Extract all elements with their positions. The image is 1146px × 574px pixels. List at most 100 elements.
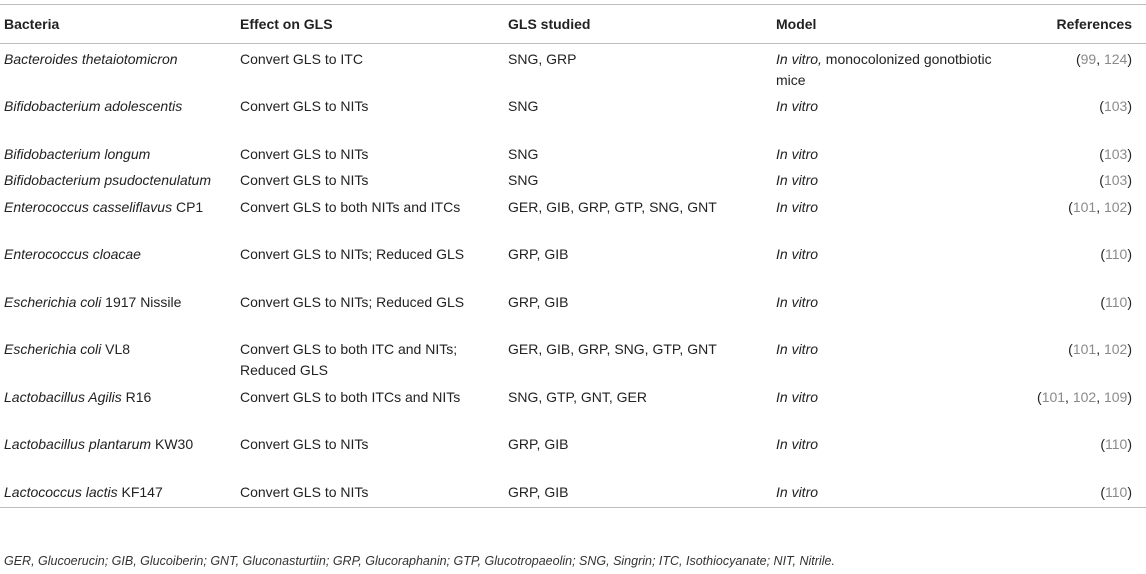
table-body: Bacteroides thetaiotomicron Convert GLS t… xyxy=(0,44,1146,508)
model-italic: In vitro xyxy=(776,483,819,500)
bacteria-name: Escherichia coli xyxy=(4,341,102,357)
model-italic: In vitro xyxy=(776,388,819,405)
model-plain: monocolonized gonotbiotic mice xyxy=(776,51,992,88)
table-row: Bacteroides thetaiotomicron Convert GLS t… xyxy=(0,44,1146,92)
bacteria-strain: KW30 xyxy=(151,436,194,452)
cell-references: (110) xyxy=(1100,246,1132,262)
cell-references: (110) xyxy=(1100,436,1132,452)
bacteria-name: Bifidobacterium psudoctenulatum xyxy=(4,172,212,188)
bacteria-name: Bifidobacterium longum xyxy=(4,145,151,162)
bacteria-strain: KF147 xyxy=(117,483,163,500)
cell-model: In vitro, monocolonized gonotbiotic mice xyxy=(772,44,1008,92)
cell-effect: Convert GLS to both ITCs and NITs xyxy=(240,388,461,405)
reference-link: 101 xyxy=(1072,341,1097,357)
bacteria-name: Lactobacillus Agilis xyxy=(4,388,122,405)
reference-link: 110 xyxy=(1105,293,1128,310)
reference-link: 99 xyxy=(1080,51,1097,67)
bacteria-name: Enterococcus casseliflavus xyxy=(4,198,173,215)
cell-effect: Convert GLS to NITs xyxy=(240,436,369,452)
model-italic: In vitro xyxy=(776,293,819,310)
cell-model: In vitro xyxy=(772,165,1008,192)
reference-link: 103 xyxy=(1103,98,1128,114)
header-bacteria: Bacteria xyxy=(0,4,236,44)
cell-effect: Convert GLS to both ITC and NITs; Reduce… xyxy=(240,341,458,378)
table-row: Enterococcus casseliflavus CP1 Convert GL… xyxy=(0,192,1146,240)
cell-references: (110) xyxy=(1100,293,1132,310)
model-italic: In vitro xyxy=(776,246,819,262)
cell-references: (101, 102, 109) xyxy=(1037,388,1132,405)
reference-link: 109 xyxy=(1103,388,1128,405)
reference-link: 102 xyxy=(1103,198,1128,215)
bacteria-name: Escherichia coli xyxy=(4,293,102,310)
cell-effect: Convert GLS to NITs; Reduced GLS xyxy=(240,246,465,262)
reference-link: 103 xyxy=(1103,145,1128,162)
cell-bacteria: Lactobacillus Agilis R16 xyxy=(0,382,236,430)
reference-link: 110 xyxy=(1105,436,1128,452)
cell-effect: Convert GLS to ITC xyxy=(240,51,363,67)
cell-bacteria: Lactobacillus plantarum KW30 xyxy=(0,429,236,477)
header-effect: Effect on GLS xyxy=(236,4,504,44)
cell-gls-studied: SNG xyxy=(508,98,539,114)
table-header: Bacteria Effect on GLS GLS studied Model… xyxy=(0,4,1146,44)
cell-references: (103) xyxy=(1099,98,1132,114)
cell-gls-studied: SNG xyxy=(508,172,539,188)
cell-gls-studied: GRP, GIB xyxy=(508,246,569,262)
cell-gls-studied: SNG, GRP xyxy=(508,51,577,67)
cell-gls-studied: GER, GIB, GRP, SNG, GTP, GNT xyxy=(508,341,717,357)
bacteria-name: Lactobacillus plantarum xyxy=(4,436,152,452)
table-row: Lactococcus lactis KF147 Convert GLS to N… xyxy=(0,476,1146,508)
cell-bacteria: Escherichia coli 1917 Nissile xyxy=(0,287,236,335)
cell-model: In vitro xyxy=(772,476,1008,508)
cell-bacteria: Enterococcus casseliflavus CP1 xyxy=(0,192,236,240)
table-row: Lactobacillus Agilis R16 Convert GLS to b… xyxy=(0,382,1146,430)
cell-effect: Convert GLS to NITs xyxy=(240,145,369,162)
reference-link: 102 xyxy=(1072,388,1097,405)
cell-effect: Convert GLS to NITs xyxy=(240,172,369,188)
bacteria-gls-table: Bacteria Effect on GLS GLS studied Model… xyxy=(0,4,1146,508)
cell-bacteria: Enterococcus cloacae xyxy=(0,239,236,287)
cell-effect: Convert GLS to both NITs and ITCs xyxy=(240,198,461,215)
cell-bacteria: Bifidobacterium longum xyxy=(0,139,236,166)
reference-link: 101 xyxy=(1041,388,1066,405)
reference-link: 101 xyxy=(1072,198,1097,215)
model-italic: In vitro xyxy=(776,98,819,114)
bacteria-strain: R16 xyxy=(121,388,152,405)
cell-references: (101, 102) xyxy=(1068,198,1132,215)
model-italic: In vitro, xyxy=(776,51,822,67)
cell-gls-studied: GRP, GIB xyxy=(508,436,569,452)
header-row: Bacteria Effect on GLS GLS studied Model… xyxy=(0,4,1146,44)
model-italic: In vitro xyxy=(776,145,819,162)
cell-effect: Convert GLS to NITs xyxy=(240,98,369,114)
cell-model: In vitro xyxy=(772,192,1008,240)
cell-gls-studied: GER, GIB, GRP, GTP, SNG, GNT xyxy=(508,198,717,215)
cell-gls-studied: GRP, GIB xyxy=(504,476,772,508)
cell-model: In vitro xyxy=(772,139,1008,166)
reference-link: 103 xyxy=(1103,172,1128,188)
cell-model: In vitro xyxy=(772,91,1008,139)
cell-model: In vitro xyxy=(772,334,1008,382)
cell-model: In vitro xyxy=(772,287,1008,335)
bacteria-strain: CP1 xyxy=(172,198,204,215)
cell-bacteria: Bacteroides thetaiotomicron xyxy=(0,44,236,92)
cell-bacteria: Escherichia coli VL8 xyxy=(0,334,236,382)
cell-references: (110) xyxy=(1008,476,1146,508)
cell-references: (101, 102) xyxy=(1068,341,1132,357)
bacteria-name: Enterococcus cloacae xyxy=(4,246,141,262)
model-italic: In vitro xyxy=(776,172,819,188)
cell-effect: Convert GLS to NITs xyxy=(236,476,504,508)
header-model: Model xyxy=(772,4,1008,44)
table-row: Lactobacillus plantarum KW30 Convert GLS … xyxy=(0,429,1146,477)
cell-references: (99, 124) xyxy=(1075,51,1132,67)
model-italic: In vitro xyxy=(776,436,819,452)
cell-references: (103) xyxy=(1099,145,1132,162)
cell-model: In vitro xyxy=(772,429,1008,477)
model-italic: In vitro xyxy=(776,341,819,357)
table-row: Escherichia coli 1917 Nissile Convert GLS… xyxy=(0,287,1146,335)
cell-gls-studied: GRP, GIB xyxy=(508,293,569,310)
cell-references: (103) xyxy=(1099,172,1132,188)
model-italic: In vitro xyxy=(776,198,819,215)
cell-bacteria: Bifidobacterium adolescentis xyxy=(0,91,236,139)
reference-link: 110 xyxy=(1105,246,1128,262)
header-gls-studied: GLS studied xyxy=(504,4,772,44)
